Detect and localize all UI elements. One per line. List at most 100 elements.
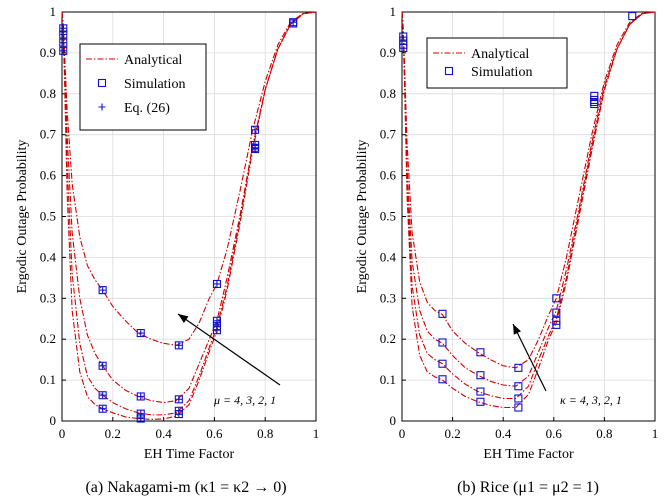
y-axis-label: Ergodic Outage Probability <box>15 140 30 294</box>
simulation-point <box>476 371 485 380</box>
parameter-annotation: μ = 4, 3, 2, 1 <box>213 393 276 407</box>
eq26-point <box>252 146 259 153</box>
simulation-point <box>438 338 447 347</box>
simulation-point <box>59 38 68 47</box>
simulation-point <box>98 404 107 413</box>
x-tick-label: 0.2 <box>105 426 121 441</box>
eq26-point <box>137 393 144 400</box>
subfigure-caption: (a) Nakagami-m (κ1 = κ2 → 0) <box>85 479 286 496</box>
eq26-point <box>175 396 182 403</box>
y-tick-label: 0.5 <box>40 209 56 224</box>
analytical-curve <box>401 11 656 369</box>
simulation-point <box>399 32 408 41</box>
eq26-point <box>99 362 106 369</box>
y-tick-label: 0.4 <box>380 249 397 264</box>
eq26-point <box>175 342 182 349</box>
y-tick-label: 0.3 <box>40 290 56 305</box>
annotation-arrow <box>177 313 281 386</box>
x-tick-label: 0.6 <box>546 426 563 441</box>
simulation-point <box>590 95 599 104</box>
y-tick-label: 0.4 <box>40 249 57 264</box>
simulation-point <box>98 361 107 370</box>
simulation-point <box>552 308 561 317</box>
simulation-point <box>514 363 523 372</box>
eq26-point <box>213 280 220 287</box>
legend-label: Simulation <box>124 77 185 92</box>
simulation-point <box>628 12 637 21</box>
y-tick-label: 0.8 <box>380 86 396 101</box>
simulation-point <box>476 348 485 357</box>
eq26-point <box>99 287 106 294</box>
simulation-point <box>552 294 561 303</box>
legend-label: Analytical <box>471 47 529 62</box>
y-tick-label: 0 <box>390 413 397 428</box>
legend-square-sample <box>97 78 107 88</box>
eq26-point <box>175 411 182 418</box>
eq26-point <box>60 25 67 32</box>
y-tick-label: 0.8 <box>40 86 56 101</box>
x-tick-label: 0.8 <box>596 426 612 441</box>
simulation-point <box>98 286 107 295</box>
simulation-point <box>136 392 145 401</box>
x-tick-label: 0.6 <box>206 426 223 441</box>
annotation-arrow <box>512 323 547 392</box>
x-axis-label: EH Time Factor <box>144 447 235 462</box>
y-tick-label: 1 <box>50 4 57 19</box>
analytical-curve <box>61 11 317 346</box>
chart-panel-a: 0 0.2 0.4 0.6 0.8 1 0 0.1 0.2 0.3 0.4 0.5 0.6 0.7 0.8 0… <box>15 4 319 496</box>
y-tick-label: 0.2 <box>380 331 396 346</box>
y-tick-label: 0.3 <box>380 290 396 305</box>
y-tick-label: 0.9 <box>380 45 396 60</box>
x-tick-label: 0 <box>59 426 66 441</box>
eq26-point <box>290 19 297 26</box>
annotation-arrowhead <box>178 314 189 323</box>
simulation-point <box>438 359 447 368</box>
simulation-point <box>476 397 485 406</box>
simulation-point <box>514 394 523 403</box>
simulation-point <box>514 382 523 391</box>
analytical-curve <box>401 11 656 409</box>
simulation-point <box>136 329 145 338</box>
simulation-point <box>174 395 183 404</box>
eq26-point <box>252 126 259 133</box>
x-axis-label: EH Time Factor <box>483 447 574 462</box>
simulation-point <box>399 43 408 53</box>
y-tick-label: 0 <box>50 413 57 428</box>
x-tick-label: 1 <box>313 426 320 441</box>
y-tick-label: 0.1 <box>380 372 396 387</box>
annotation-arrowhead <box>513 324 522 335</box>
legend-box <box>426 37 568 89</box>
x-tick-label: 0.8 <box>257 426 273 441</box>
eq26-point <box>99 392 106 399</box>
y-tick-label: 0.2 <box>40 331 56 346</box>
eq26-point <box>60 39 67 46</box>
y-tick-label: 0.7 <box>380 127 397 142</box>
simulation-point <box>174 341 183 350</box>
y-tick-label: 1 <box>390 4 397 19</box>
simulation-point <box>590 99 599 109</box>
simulation-point <box>438 309 447 318</box>
legend-plus-sample <box>98 103 106 111</box>
eq26-point <box>99 405 106 412</box>
simulation-point <box>212 279 221 289</box>
legend-label: Eq. (26) <box>124 101 170 116</box>
analytical-curve <box>401 11 656 387</box>
analytical-curve <box>61 11 317 404</box>
x-tick-label: 0.4 <box>495 426 512 441</box>
eq26-point <box>137 330 144 337</box>
x-tick-label: 1 <box>652 426 659 441</box>
legend-square-sample <box>444 66 454 76</box>
simulation-point <box>552 316 561 325</box>
y-tick-label: 0.5 <box>380 209 396 224</box>
y-tick-label: 0.1 <box>40 372 56 387</box>
chart-panel-b: 0 0.2 0.4 0.6 0.8 1 0 0.1 0.2 0.3 0.4 0.5 0.6 0.7 0.8 0… <box>355 4 658 496</box>
x-tick-label: 0.2 <box>444 426 460 441</box>
analytical-curve <box>61 11 317 420</box>
eq26-point <box>137 415 144 422</box>
eq26-point <box>60 31 67 38</box>
eq26-point <box>60 47 67 54</box>
eq26-point <box>213 317 220 324</box>
simulation-point <box>250 125 260 134</box>
y-tick-label: 0.6 <box>380 168 397 183</box>
